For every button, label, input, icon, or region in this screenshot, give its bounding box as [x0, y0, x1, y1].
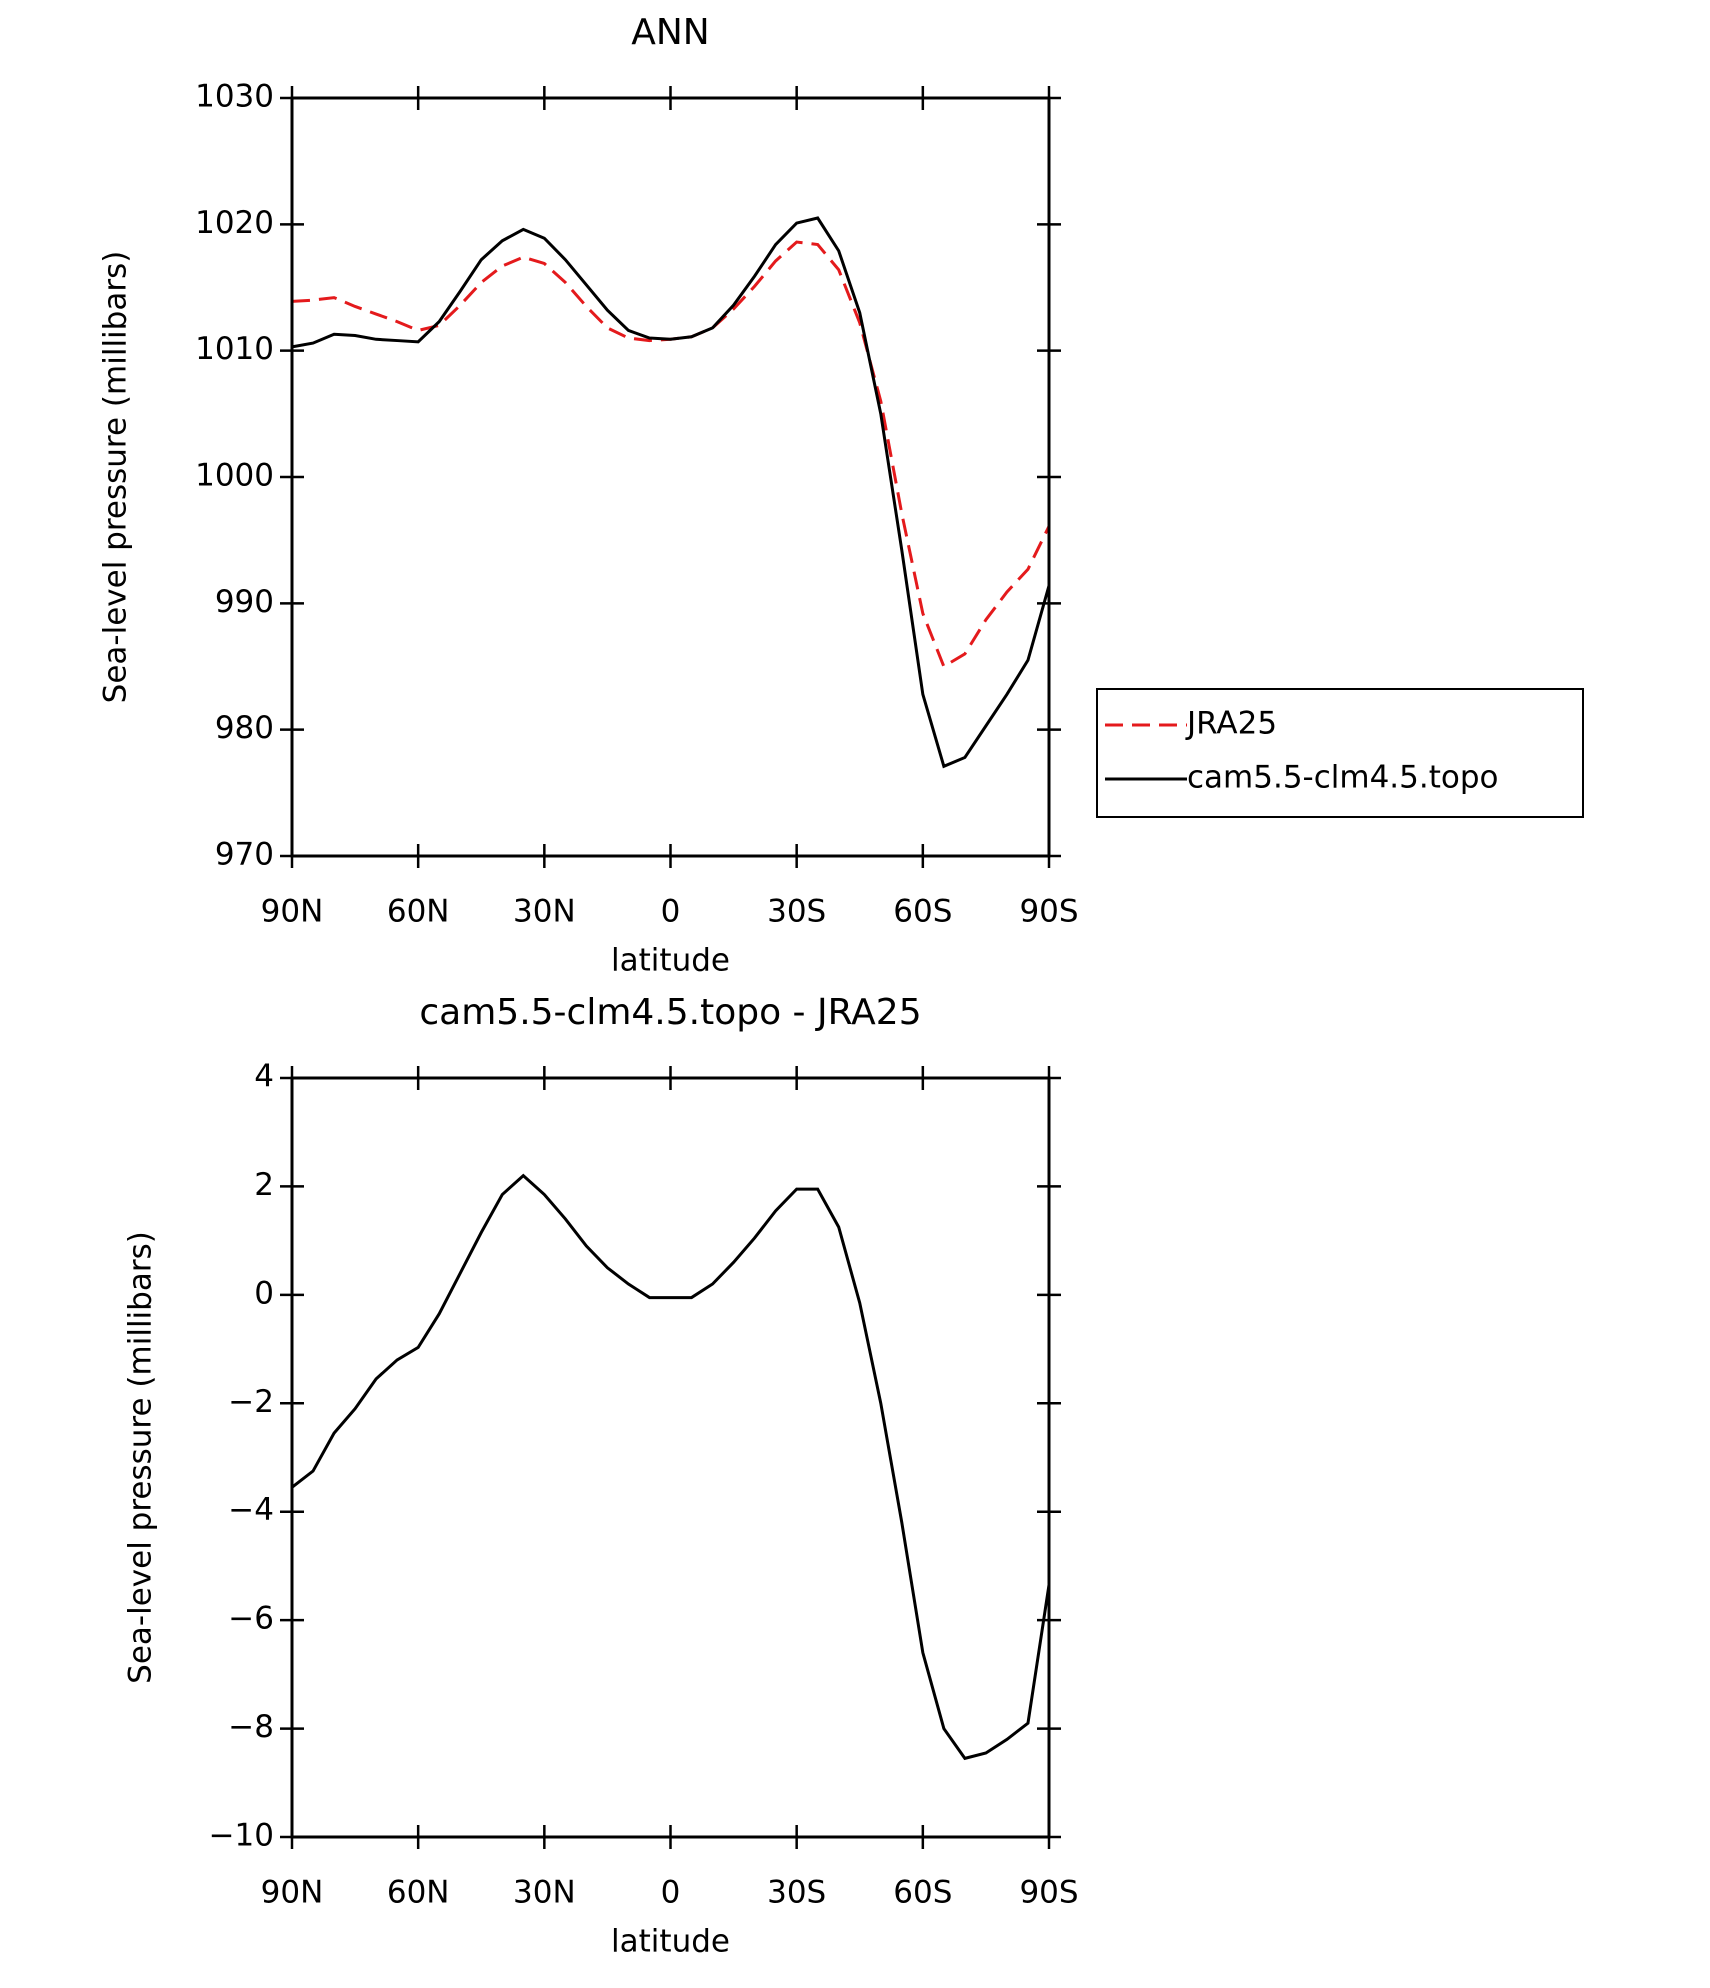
data-line — [291, 240, 1051, 669]
y-tick-label: 980 — [215, 710, 274, 746]
y-tick-label: −6 — [228, 1601, 274, 1637]
y-tick-label: 0 — [254, 1275, 274, 1311]
data-line — [291, 216, 1051, 769]
plot-frame — [290, 1076, 1051, 1839]
y-axis-label: Sea-level pressure (millibars) — [123, 1231, 159, 1684]
legend-label: JRA25 — [1185, 706, 1277, 742]
x-tick-label: 60N — [387, 1875, 450, 1911]
y-tick-label: 1020 — [195, 205, 274, 241]
y-tick-label: 4 — [254, 1059, 274, 1095]
x-tick-label: 90S — [1019, 894, 1078, 930]
x-tick-label: 60S — [893, 1875, 952, 1911]
y-tick-label: −10 — [209, 1818, 274, 1854]
x-tick-label: 0 — [661, 1875, 681, 1911]
y-tick-label: 1000 — [195, 458, 274, 494]
y-tick-label: 990 — [215, 584, 274, 620]
chart-title: cam5.5-clm4.5.topo - JRA25 — [419, 992, 921, 1033]
y-tick-label: 1010 — [195, 331, 274, 367]
y-axis-label: Sea-level pressure (millibars) — [98, 251, 134, 704]
y-tick-label: −8 — [228, 1709, 274, 1745]
x-axis-label: latitude — [611, 943, 730, 979]
y-tick-label: 2 — [254, 1167, 274, 1203]
y-tick-label: −2 — [228, 1384, 274, 1420]
legend-label: cam5.5-clm4.5.topo — [1187, 760, 1499, 796]
legend-box — [1096, 688, 1584, 818]
y-tick-label: 970 — [215, 837, 274, 873]
x-tick-label: 90N — [261, 1875, 324, 1911]
x-tick-label: 30N — [513, 894, 576, 930]
x-tick-label: 30S — [767, 894, 826, 930]
x-axis-label: latitude — [611, 1924, 730, 1960]
x-tick-label: 60N — [387, 894, 450, 930]
x-tick-label: 0 — [661, 894, 681, 930]
x-tick-label: 90N — [261, 894, 324, 930]
y-tick-label: 1030 — [195, 79, 274, 115]
x-tick-label: 30S — [767, 1875, 826, 1911]
x-tick-label: 30N — [513, 1875, 576, 1911]
data-line — [291, 1173, 1051, 1761]
x-tick-label: 60S — [893, 894, 952, 930]
plot-frame — [290, 96, 1051, 858]
chart-title: ANN — [631, 12, 710, 53]
y-tick-label: −4 — [228, 1492, 274, 1528]
x-tick-label: 90S — [1019, 1875, 1078, 1911]
